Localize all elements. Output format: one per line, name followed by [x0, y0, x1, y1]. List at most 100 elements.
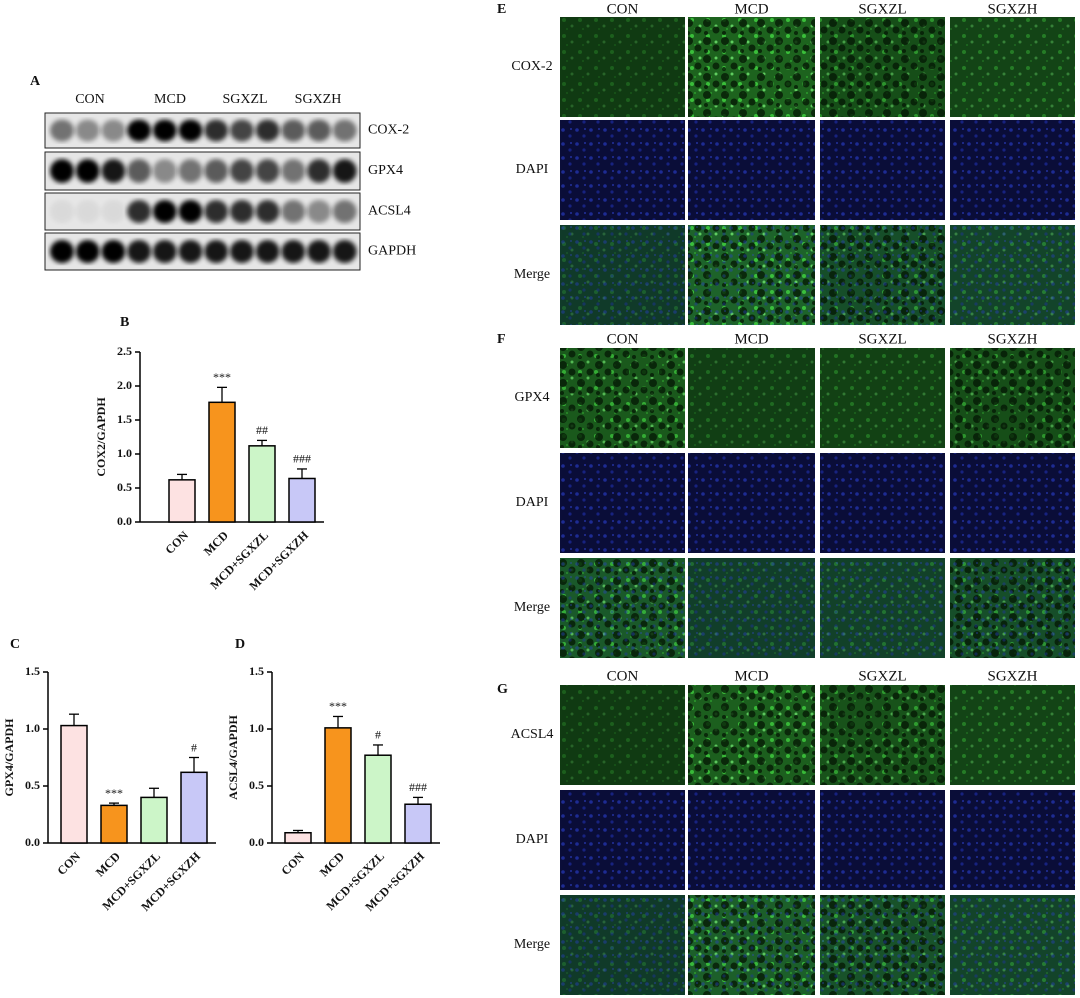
blot-band: [204, 119, 229, 142]
blot-band: [332, 119, 357, 142]
y-tick-label: 0.5: [117, 480, 132, 494]
row-label: GAPDH: [368, 244, 416, 259]
panel-label: C: [10, 637, 20, 652]
blot-band: [75, 239, 100, 264]
blot-band: [178, 159, 203, 183]
panel-label: F: [497, 332, 506, 347]
bar: [248, 445, 276, 523]
blot-band: [152, 159, 177, 183]
blot-band: [229, 239, 254, 264]
blot-band: [255, 159, 280, 183]
blue-dots: [560, 225, 685, 325]
x-tick-label: CON: [162, 528, 191, 557]
bar: [324, 727, 352, 844]
blot-band: [307, 159, 331, 183]
column-label: SGXZH: [987, 1, 1037, 17]
row-label: ACSL4: [368, 204, 411, 219]
bar: [208, 401, 236, 523]
column-label: SGXZH: [987, 331, 1037, 347]
blot-band: [50, 119, 74, 142]
cell-holes: [950, 348, 1075, 448]
significance: ***: [329, 699, 347, 713]
bar: [364, 754, 392, 844]
blot-band: [127, 119, 152, 142]
row-label: Merge: [514, 937, 550, 952]
row-label: DAPI: [516, 162, 549, 177]
blot-band: [101, 119, 126, 142]
blot-band: [281, 199, 306, 224]
blot-band: [307, 119, 331, 142]
green-dots: [560, 17, 685, 117]
y-tick-label: 0.5: [25, 778, 40, 792]
blot-band: [332, 199, 357, 224]
column-label: SGXZL: [858, 1, 906, 17]
row-label: Merge: [514, 600, 550, 615]
blot-band: [50, 239, 74, 264]
blue-dots: [688, 225, 815, 325]
blue-dots: [820, 225, 945, 325]
blue-dots: [560, 453, 685, 553]
blot-band: [281, 159, 306, 183]
y-tick-label: 2.0: [117, 378, 132, 392]
panel-label: G: [497, 682, 508, 697]
row-label: COX-2: [368, 123, 409, 138]
blue-dots: [688, 120, 815, 220]
y-axis-label: ACSL4/GAPDH: [226, 715, 240, 800]
blue-dots: [688, 453, 815, 553]
column-label: SGXZH: [987, 668, 1037, 684]
row-label: Merge: [514, 267, 550, 282]
column-label: MCD: [734, 331, 768, 347]
blot-band: [281, 239, 306, 264]
group-label: CON: [75, 92, 105, 107]
blue-dots: [950, 453, 1075, 553]
cell-holes: [560, 348, 685, 448]
bar: [168, 479, 196, 523]
row-label: COX-2: [511, 59, 552, 74]
blue-dots: [820, 453, 945, 553]
significance: ###: [409, 780, 427, 794]
blot-band: [50, 159, 74, 183]
blot-band: [152, 239, 177, 264]
bar: [404, 803, 432, 844]
blot-band: [204, 199, 229, 224]
y-tick-label: 2.5: [117, 344, 132, 358]
significance: ***: [213, 370, 231, 384]
y-tick-label: 0.0: [249, 835, 264, 849]
group-label: SGXZH: [295, 92, 342, 107]
y-axis-label: COX2/GAPDH: [94, 397, 108, 477]
x-tick-label: MCD: [93, 849, 123, 879]
blot-band: [204, 159, 229, 183]
blot-band: [229, 159, 254, 183]
x-tick-label: CON: [54, 849, 83, 878]
blot-band: [204, 239, 229, 264]
column-label: MCD: [734, 668, 768, 684]
blot-band: [332, 239, 357, 264]
row-label: ACSL4: [511, 727, 554, 742]
y-axis-label: GPX4/GAPDH: [2, 718, 16, 797]
panel-label: E: [497, 2, 506, 17]
y-tick-label: 1.0: [249, 721, 264, 735]
column-label: CON: [607, 331, 639, 347]
blot-band: [50, 199, 74, 224]
row-label: GPX4: [514, 390, 549, 405]
significance: ###: [293, 452, 311, 466]
blue-dots: [820, 895, 945, 995]
x-tick-label: MCD: [201, 528, 231, 558]
blue-dots: [950, 790, 1075, 890]
blot-band: [281, 119, 306, 142]
column-label: CON: [607, 1, 639, 17]
blue-dots: [560, 790, 685, 890]
panel-label: D: [235, 637, 245, 652]
blot-band: [307, 239, 331, 264]
blue-dots: [688, 558, 815, 658]
cell-holes: [688, 17, 815, 117]
column-label: SGXZL: [858, 668, 906, 684]
significance: #: [375, 728, 381, 742]
blue-dots: [950, 225, 1075, 325]
bar: [288, 477, 316, 523]
blue-dots: [950, 558, 1075, 658]
blot-band: [127, 159, 152, 183]
blue-dots: [688, 790, 815, 890]
green-dots: [820, 348, 945, 448]
blot-band: [178, 199, 203, 224]
